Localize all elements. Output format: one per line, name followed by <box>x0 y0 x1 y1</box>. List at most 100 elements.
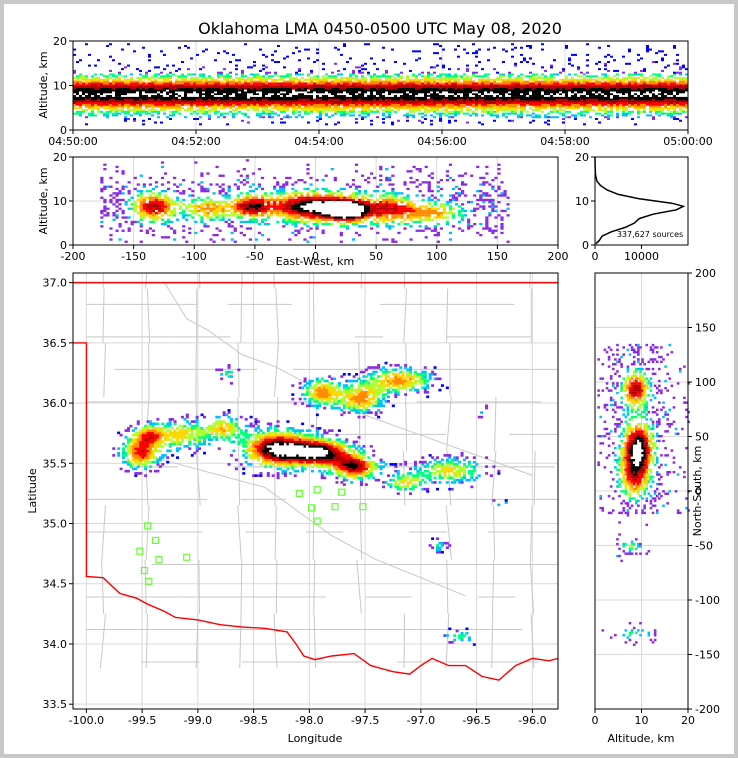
source-cell <box>295 46 298 49</box>
source-cell <box>355 84 358 87</box>
source-cell <box>625 94 628 97</box>
source-cell <box>218 203 222 206</box>
source-cell <box>163 89 166 92</box>
source-cell <box>191 201 195 204</box>
source-cell <box>637 110 640 113</box>
source-cell <box>634 89 637 92</box>
source-cell <box>661 59 664 62</box>
source-cell <box>481 91 484 94</box>
source-cell <box>334 87 337 90</box>
source-cell <box>451 103 454 106</box>
source-cell <box>478 84 481 87</box>
source-cell <box>151 80 154 83</box>
source-cell <box>316 110 319 113</box>
source-cell <box>148 203 152 206</box>
source-cell <box>433 80 436 83</box>
source-cell <box>454 109 457 112</box>
source-cell <box>109 103 112 106</box>
source-cell <box>313 77 316 80</box>
source-cell <box>367 87 370 90</box>
source-cell <box>595 98 598 101</box>
source-cell <box>250 84 253 87</box>
source-cell <box>227 196 231 199</box>
source-cell <box>400 101 403 104</box>
source-cell <box>208 93 211 96</box>
source-cell <box>433 94 436 97</box>
source-cell <box>613 89 616 92</box>
source-cell <box>427 73 430 76</box>
source-cell <box>655 82 658 85</box>
source-cell <box>625 100 628 103</box>
source-cell <box>367 73 370 76</box>
source-cell <box>493 78 496 81</box>
source-cell <box>418 119 421 122</box>
source-cell <box>589 84 592 87</box>
source-cell <box>277 101 280 104</box>
source-cell <box>415 107 418 110</box>
source-cell <box>511 43 514 46</box>
source-cell <box>625 82 628 85</box>
source-cell <box>220 85 223 88</box>
source-cell <box>418 96 421 99</box>
source-cell <box>559 112 562 115</box>
source-cell <box>310 82 313 85</box>
source-cell <box>376 82 379 85</box>
source-cell <box>676 96 679 99</box>
source-cell <box>514 82 517 85</box>
source-cell <box>370 101 373 104</box>
source-cell <box>211 98 214 101</box>
source-cell <box>241 94 244 97</box>
source-cell <box>592 100 595 103</box>
source-cell <box>508 100 511 103</box>
source-cell <box>502 87 505 90</box>
source-cell <box>415 87 418 90</box>
source-cell <box>337 107 340 110</box>
source-cell <box>203 198 207 202</box>
source-cell <box>100 91 103 94</box>
source-cell <box>200 216 204 219</box>
source-cell <box>664 103 667 106</box>
source-cell <box>532 100 535 103</box>
source-cell <box>187 85 190 88</box>
source-cell <box>100 209 104 213</box>
source-cell <box>550 100 553 103</box>
source-cell <box>679 80 682 83</box>
source-cell <box>571 107 574 110</box>
source-cell <box>646 96 649 99</box>
source-cell <box>133 93 136 96</box>
source-cell <box>667 75 670 78</box>
source-cell <box>430 82 433 85</box>
source-cell <box>553 101 556 104</box>
source-cell <box>229 105 232 108</box>
source-cell <box>655 105 658 108</box>
source-cell <box>631 84 634 87</box>
source-cell <box>307 103 310 106</box>
source-cell <box>607 91 610 94</box>
source-cell <box>658 98 661 101</box>
source-cell <box>451 110 454 113</box>
source-cell <box>218 190 222 193</box>
source-cell <box>526 80 529 83</box>
source-cell <box>340 94 343 97</box>
source-cell <box>172 103 175 106</box>
source-cell <box>221 216 225 219</box>
source-cell <box>421 121 424 124</box>
source-cell <box>469 96 472 99</box>
source-cell <box>331 100 334 103</box>
source-cell <box>229 103 232 106</box>
source-cell <box>319 110 322 113</box>
source-cell <box>640 89 643 92</box>
source-cell <box>322 93 325 96</box>
source-cell <box>76 96 79 99</box>
source-cell <box>541 103 544 106</box>
source-cell <box>277 98 280 101</box>
source-cell <box>679 101 682 104</box>
source-cell <box>94 94 97 97</box>
source-cell <box>106 75 109 78</box>
source-cell <box>253 100 256 103</box>
source-cell <box>97 85 100 88</box>
source-cell <box>385 116 388 119</box>
source-cell <box>658 93 661 96</box>
source-cell <box>397 85 400 88</box>
source-cell <box>394 77 397 80</box>
